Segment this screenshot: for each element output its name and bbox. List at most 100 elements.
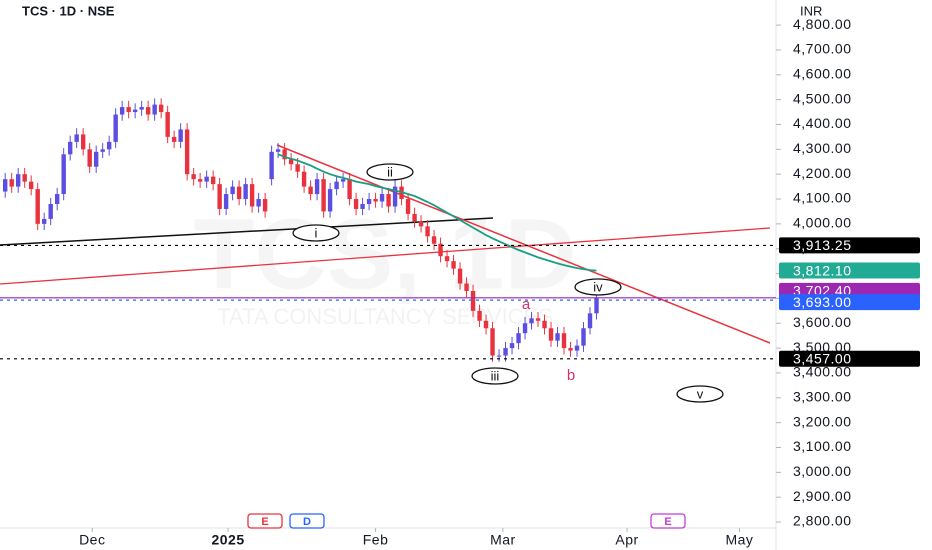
candle-body <box>347 179 352 200</box>
candle-body <box>230 186 235 195</box>
candle-body <box>106 141 112 150</box>
price-label: 3,693.00 <box>793 294 852 310</box>
candle-body <box>41 218 47 224</box>
candle-body <box>483 320 489 329</box>
candle-body <box>145 107 151 115</box>
candle-body <box>288 159 294 165</box>
y-tick-label: 4,800.00 <box>793 16 852 32</box>
candle-body <box>503 348 508 356</box>
candle-body <box>568 348 573 351</box>
candle-body <box>2 179 8 192</box>
candle-body <box>217 184 222 209</box>
trend-line <box>0 227 771 285</box>
candle-body <box>100 149 105 152</box>
candle-body <box>587 313 593 329</box>
candle-body <box>204 176 209 182</box>
candle-body <box>256 199 261 207</box>
watermark-sub: TATA CONSULTANCY SERVICES <box>217 304 553 329</box>
correction-label: b <box>567 367 575 384</box>
candle-body <box>561 333 567 349</box>
candle-body <box>35 189 40 224</box>
candle-body <box>548 328 554 341</box>
wave-label: v <box>697 386 704 401</box>
wave-label: iii <box>491 368 500 383</box>
y-tick-label: 4,500.00 <box>793 90 852 106</box>
y-tick-label: 4,100.00 <box>793 190 852 206</box>
candle-body <box>412 213 417 222</box>
candle-body <box>594 297 599 314</box>
candle-body <box>132 109 138 113</box>
candle-body <box>438 243 443 257</box>
candle-body <box>139 107 144 110</box>
candle-body <box>87 149 92 167</box>
candle-body <box>470 290 476 311</box>
candle-body <box>321 179 326 212</box>
candle-body <box>113 114 118 142</box>
event-badge <box>289 513 325 529</box>
currency-box <box>778 0 920 22</box>
wave-label: iv <box>593 279 603 294</box>
candle-body <box>490 328 495 356</box>
chart-title: TCS · 1D · NSE <box>22 3 115 18</box>
candle-body <box>191 174 196 180</box>
candle-body <box>477 310 482 321</box>
price-label: 3,913.25 <box>793 237 852 253</box>
watermark: TCS, 1D <box>193 198 576 310</box>
candle-body <box>314 179 320 195</box>
correction-label: a <box>522 296 531 313</box>
wave-circle <box>676 385 724 403</box>
candle-body <box>360 203 365 209</box>
wave-circle <box>366 163 414 181</box>
candle-body <box>171 136 177 142</box>
candle-body <box>405 199 411 214</box>
x-tick-label: May <box>725 532 753 548</box>
candle-body <box>126 107 131 113</box>
candle-body <box>249 184 255 207</box>
event-label: D <box>303 516 311 528</box>
candle-body <box>54 194 60 204</box>
price-label: 3,457.00 <box>793 350 852 366</box>
y-tick-label: 4,600.00 <box>793 65 852 81</box>
candle-body <box>555 333 560 341</box>
y-tick-label: 3,300.00 <box>793 389 852 405</box>
y-tick-label: 2,900.00 <box>793 488 852 504</box>
candle-body <box>223 194 229 209</box>
event-label: E <box>664 516 671 528</box>
currency: INR <box>800 3 822 18</box>
candle-body <box>9 179 14 187</box>
candle-body <box>22 174 27 182</box>
y-tick-label: 4,400.00 <box>793 115 852 131</box>
candle-body <box>529 318 534 324</box>
price-label-box <box>779 294 920 311</box>
event-badge <box>650 513 686 529</box>
y-tick-label: 4,300.00 <box>793 140 852 156</box>
moving-average <box>277 153 597 272</box>
candle-body <box>431 236 437 244</box>
candle-body <box>269 151 274 180</box>
wave-label: ii <box>387 164 393 179</box>
candle-body <box>67 141 73 155</box>
y-tick-label: 3,600.00 <box>793 314 852 330</box>
candle-body <box>178 129 183 142</box>
candle-body <box>236 186 242 200</box>
candle-body <box>516 333 521 344</box>
candle-body <box>158 104 164 113</box>
wave-label: i <box>315 225 318 240</box>
candle-body <box>80 134 86 150</box>
wave-circle <box>471 367 519 385</box>
candle-body <box>451 261 456 269</box>
candle-body <box>28 181 34 190</box>
price-label-box <box>779 237 920 254</box>
candle-body <box>418 221 424 227</box>
price-label-box <box>779 262 920 279</box>
wave-circle <box>292 224 340 242</box>
candle-body <box>48 203 53 219</box>
candle-body <box>119 107 125 115</box>
candle-body <box>308 186 313 195</box>
candle-body <box>373 199 378 202</box>
candle-body <box>379 194 385 202</box>
candle-body <box>282 149 287 160</box>
candle-body <box>366 199 372 204</box>
y-tick-label: 4,200.00 <box>793 165 852 181</box>
